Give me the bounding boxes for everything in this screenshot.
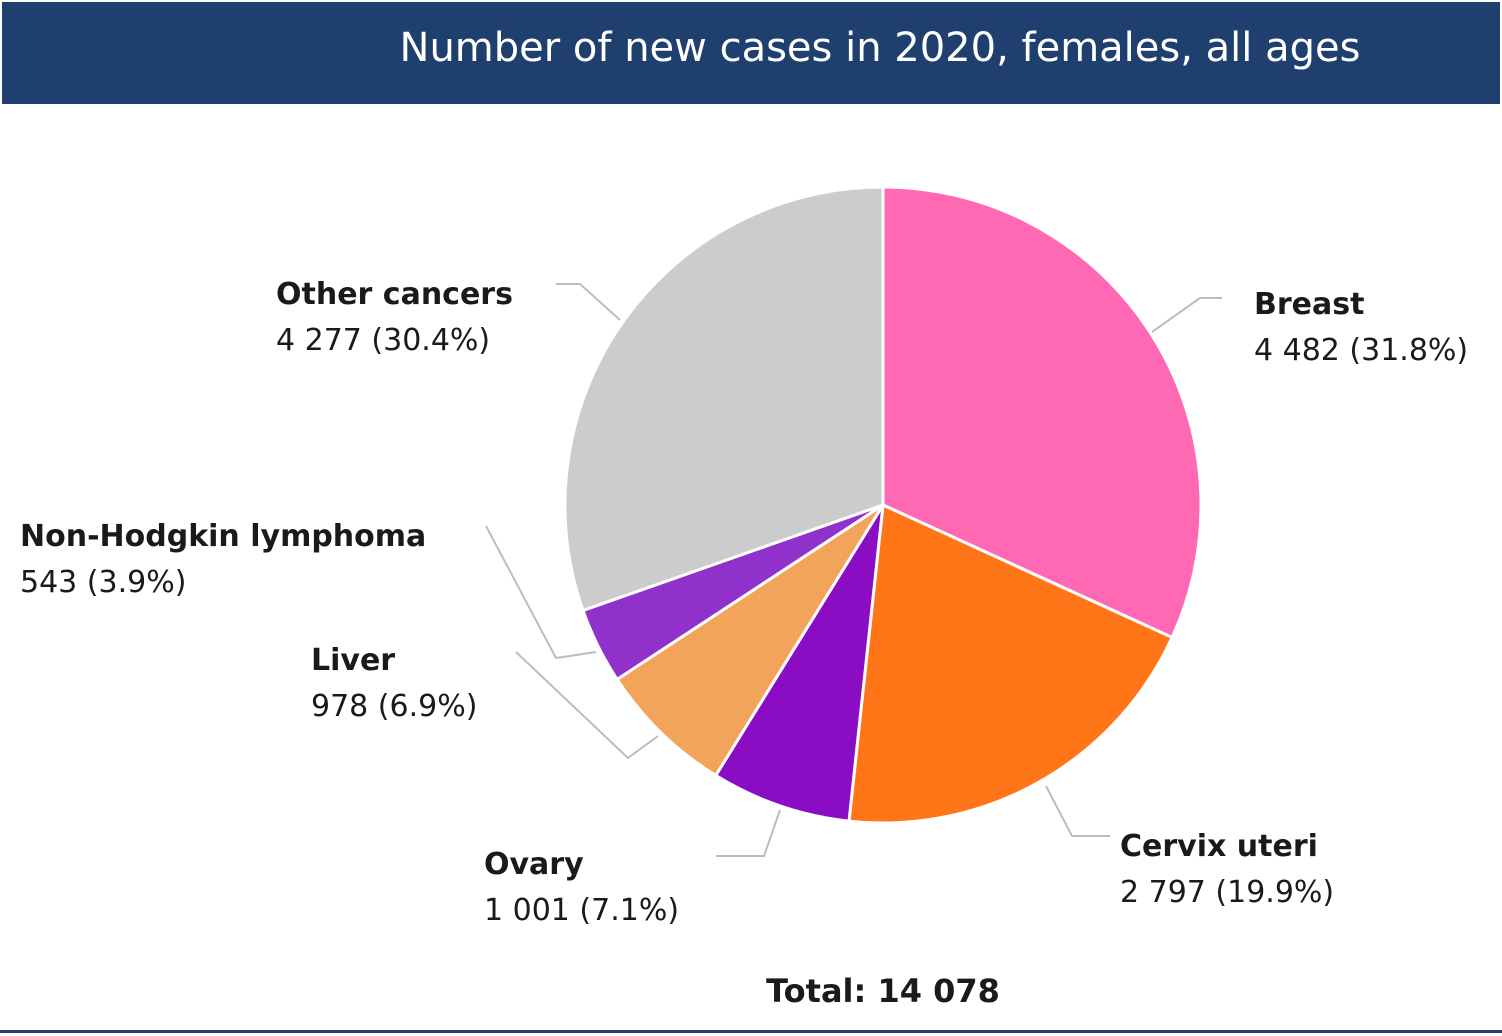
slice-value-label-ovary: 1 001 (7.1%) (484, 893, 679, 928)
leader-line-non-hodgkin-lymphoma (485, 525, 597, 659)
chart-title: Number of new cases in 2020, females, al… (399, 25, 1361, 71)
slice-value-label-breast: 4 482 (31.8%) (1254, 333, 1468, 368)
leader-lines (485, 283, 1222, 857)
slice-name-label-breast: Breast (1254, 287, 1364, 322)
slice-value-label-cervix-uteri: 2 797 (19.9%) (1120, 875, 1334, 910)
pie-slice-liver[interactable] (615, 503, 885, 777)
leader-line-other-cancers (556, 283, 621, 321)
total-label: Total: 14 078 (766, 972, 1000, 1010)
leader-line-cervix-uteri (1045, 785, 1110, 837)
slice-value-label-other-cancers: 4 277 (30.4%) (276, 323, 490, 358)
slice-name-label-non-hodgkin-lymphoma: Non-Hodgkin lymphoma (20, 519, 426, 554)
bottom-rule (0, 1030, 1502, 1033)
slice-name-label-liver: Liver (311, 643, 395, 678)
slice-value-label-liver: 978 (6.9%) (311, 689, 477, 724)
slice-value-label-non-hodgkin-lymphoma: 543 (3.9%) (20, 565, 186, 600)
pie-slice-cervix-uteri[interactable] (847, 503, 1174, 825)
leader-line-liver (515, 651, 659, 759)
pie-slice-ovary[interactable] (714, 503, 885, 823)
slice-name-label-ovary: Ovary (484, 847, 584, 882)
slice-name-label-other-cancers: Other cancers (276, 277, 513, 312)
leader-line-breast (1151, 297, 1222, 333)
chart-header: Number of new cases in 2020, females, al… (2, 2, 1500, 104)
leader-line-ovary (716, 809, 781, 857)
pie-slices (563, 185, 1203, 825)
slice-labels: Breast 4 482 (31.8%) Cervix uteri 2 797 (19… (20, 277, 1468, 928)
pie-slice-other-cancers[interactable] (563, 185, 885, 612)
pie-slice-breast[interactable] (881, 185, 1203, 639)
slice-name-label-cervix-uteri: Cervix uteri (1120, 829, 1318, 864)
